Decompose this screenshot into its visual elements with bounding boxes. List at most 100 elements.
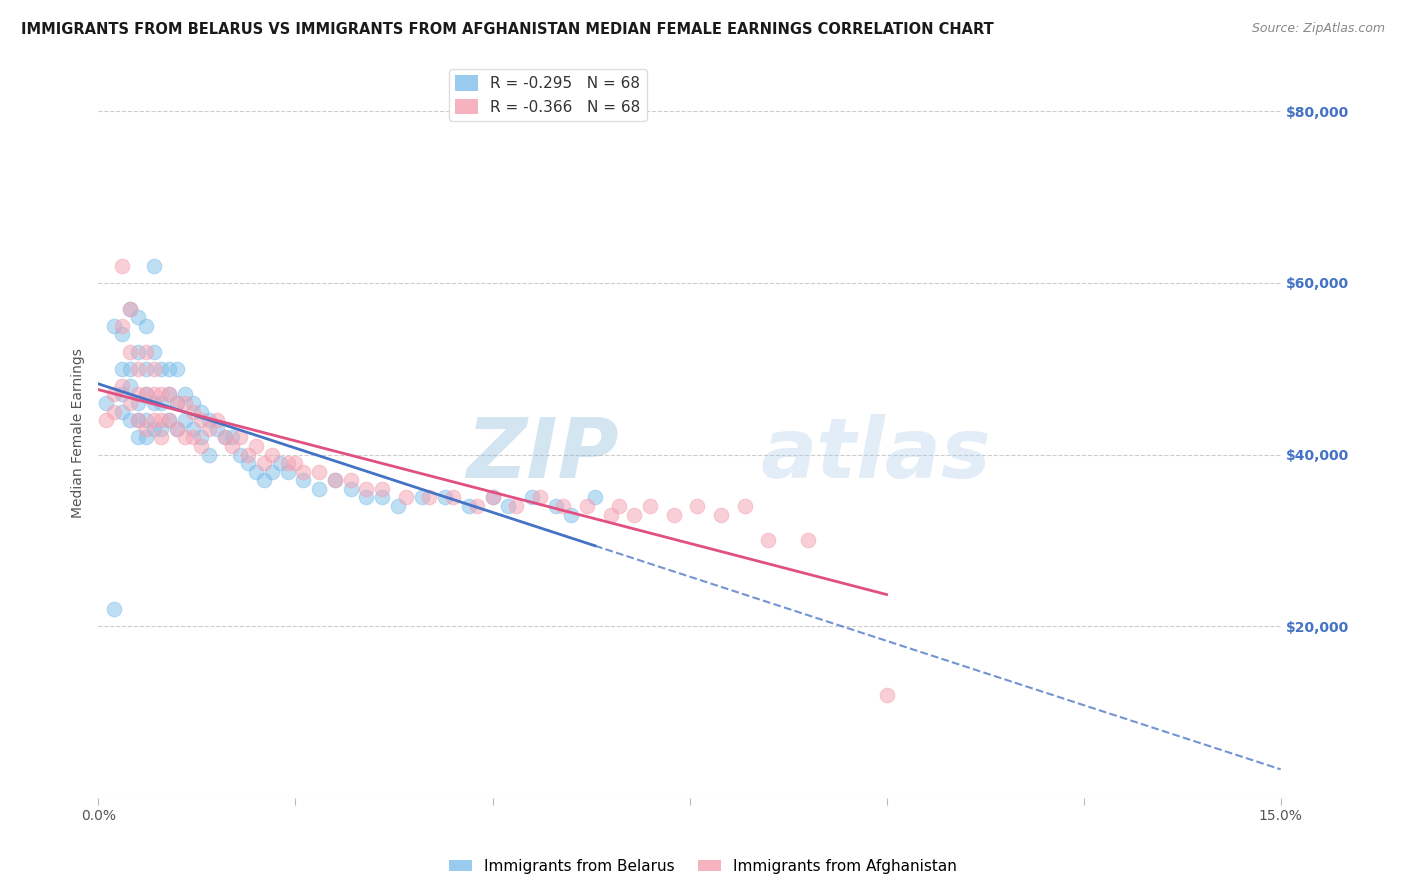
Point	[181, 396, 204, 410]
Point	[418, 491, 440, 505]
Point	[553, 499, 575, 513]
Point	[323, 473, 346, 487]
Point	[174, 387, 197, 401]
Point	[142, 396, 165, 410]
Point	[457, 499, 479, 513]
Point	[758, 533, 780, 548]
Point	[135, 318, 157, 333]
Point	[150, 430, 173, 444]
Point	[111, 387, 134, 401]
Point	[174, 413, 197, 427]
Point	[560, 508, 582, 522]
Point	[118, 396, 141, 410]
Point	[142, 422, 165, 436]
Point	[197, 422, 219, 436]
Point	[190, 404, 212, 418]
Point	[465, 499, 488, 513]
Point	[356, 491, 378, 505]
Point	[221, 430, 243, 444]
Point	[142, 259, 165, 273]
Point	[498, 499, 520, 513]
Point	[150, 422, 173, 436]
Point	[127, 344, 149, 359]
Text: ZIP: ZIP	[465, 415, 619, 495]
Point	[623, 508, 645, 522]
Point	[127, 430, 149, 444]
Point	[339, 473, 361, 487]
Point	[277, 465, 299, 479]
Point	[686, 499, 709, 513]
Point	[181, 430, 204, 444]
Point	[662, 508, 685, 522]
Point	[197, 448, 219, 462]
Point	[284, 456, 307, 470]
Point	[166, 422, 188, 436]
Point	[157, 413, 180, 427]
Point	[710, 508, 733, 522]
Point	[607, 499, 630, 513]
Point	[96, 396, 118, 410]
Point	[583, 491, 606, 505]
Point	[339, 482, 361, 496]
Point	[190, 413, 212, 427]
Point	[245, 439, 267, 453]
Text: atlas: atlas	[761, 415, 991, 495]
Point	[142, 344, 165, 359]
Point	[260, 465, 283, 479]
Point	[371, 491, 394, 505]
Point	[292, 465, 315, 479]
Point	[135, 344, 157, 359]
Point	[142, 361, 165, 376]
Point	[118, 361, 141, 376]
Text: Source: ZipAtlas.com: Source: ZipAtlas.com	[1251, 22, 1385, 36]
Point	[441, 491, 464, 505]
Point	[118, 301, 141, 316]
Point	[481, 491, 503, 505]
Point	[111, 318, 134, 333]
Point	[214, 430, 236, 444]
Point	[323, 473, 346, 487]
Point	[269, 456, 291, 470]
Point	[395, 491, 418, 505]
Point	[96, 413, 118, 427]
Point	[190, 439, 212, 453]
Point	[797, 533, 820, 548]
Point	[190, 430, 212, 444]
Point	[292, 473, 315, 487]
Point	[135, 387, 157, 401]
Point	[103, 387, 125, 401]
Point	[150, 361, 173, 376]
Point	[253, 473, 276, 487]
Point	[127, 361, 149, 376]
Point	[197, 413, 219, 427]
Point	[111, 404, 134, 418]
Point	[205, 422, 228, 436]
Point	[150, 387, 173, 401]
Point	[135, 387, 157, 401]
Point	[118, 413, 141, 427]
Point	[135, 430, 157, 444]
Point	[238, 456, 260, 470]
Point	[260, 448, 283, 462]
Point	[103, 318, 125, 333]
Point	[214, 430, 236, 444]
Point	[142, 413, 165, 427]
Point	[150, 396, 173, 410]
Point	[434, 491, 457, 505]
Point	[529, 491, 551, 505]
Legend: R = -0.295   N = 68, R = -0.366   N = 68: R = -0.295 N = 68, R = -0.366 N = 68	[449, 69, 647, 120]
Point	[638, 499, 661, 513]
Point	[103, 602, 125, 616]
Point	[277, 456, 299, 470]
Point	[520, 491, 543, 505]
Y-axis label: Median Female Earnings: Median Female Earnings	[72, 348, 86, 518]
Point	[157, 387, 180, 401]
Point	[157, 361, 180, 376]
Point	[118, 379, 141, 393]
Point	[127, 310, 149, 325]
Point	[253, 456, 276, 470]
Point	[876, 688, 898, 702]
Point	[308, 465, 330, 479]
Point	[599, 508, 621, 522]
Legend: Immigrants from Belarus, Immigrants from Afghanistan: Immigrants from Belarus, Immigrants from…	[443, 853, 963, 880]
